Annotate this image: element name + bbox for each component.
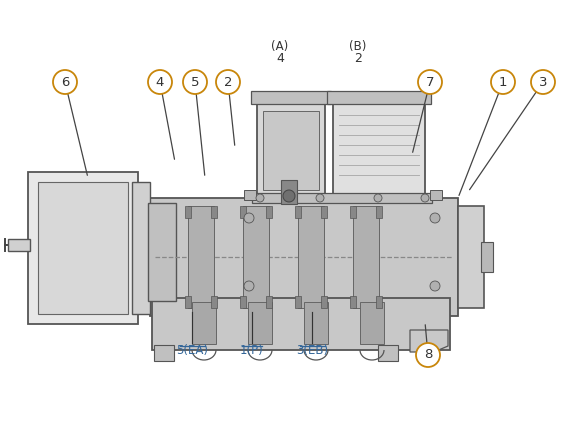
Bar — [458, 206, 484, 308]
Bar — [298, 206, 324, 308]
Bar — [481, 242, 493, 272]
Bar — [152, 298, 450, 350]
Bar — [38, 182, 128, 314]
Circle shape — [418, 70, 442, 94]
Text: (A): (A) — [271, 40, 289, 53]
Text: 1(P): 1(P) — [240, 344, 264, 357]
Bar — [251, 91, 331, 104]
Bar — [376, 296, 382, 308]
Circle shape — [491, 70, 515, 94]
Bar — [240, 206, 246, 218]
Text: 4: 4 — [276, 52, 284, 65]
Bar — [185, 206, 191, 218]
Text: 2: 2 — [224, 76, 232, 89]
Bar — [304, 302, 328, 344]
Bar — [321, 296, 327, 308]
Text: 8: 8 — [424, 348, 432, 361]
Bar — [252, 193, 432, 203]
Text: 2: 2 — [354, 52, 362, 65]
Bar — [28, 172, 138, 324]
Polygon shape — [410, 330, 448, 352]
Bar — [211, 206, 217, 218]
Text: 5: 5 — [191, 76, 199, 89]
Circle shape — [216, 70, 240, 94]
Circle shape — [421, 194, 429, 202]
Bar — [192, 302, 216, 344]
Bar — [353, 206, 379, 308]
Circle shape — [283, 190, 295, 202]
Text: 4: 4 — [156, 76, 164, 89]
Bar — [248, 302, 272, 344]
Bar — [327, 91, 431, 104]
Bar — [430, 190, 442, 200]
Circle shape — [148, 70, 172, 94]
Bar — [350, 206, 356, 218]
Bar — [188, 206, 214, 308]
Bar — [154, 345, 174, 361]
Bar — [350, 296, 356, 308]
Bar — [150, 198, 458, 316]
Bar — [211, 296, 217, 308]
Circle shape — [430, 281, 440, 291]
Bar — [148, 203, 176, 301]
Bar — [263, 111, 319, 190]
Bar — [257, 103, 325, 200]
Bar — [266, 296, 272, 308]
Text: 3(EB): 3(EB) — [296, 344, 328, 357]
Circle shape — [244, 281, 254, 291]
Bar — [376, 206, 382, 218]
Text: 6: 6 — [61, 76, 69, 89]
Text: (B): (B) — [349, 40, 367, 53]
Circle shape — [256, 194, 264, 202]
Bar — [360, 302, 384, 344]
Circle shape — [244, 213, 254, 223]
Bar — [333, 103, 425, 200]
Circle shape — [374, 194, 382, 202]
Circle shape — [53, 70, 77, 94]
Circle shape — [531, 70, 555, 94]
Text: 5(EA): 5(EA) — [176, 344, 208, 357]
Bar — [132, 182, 150, 314]
Bar — [243, 206, 269, 308]
Bar — [295, 206, 301, 218]
Bar — [266, 206, 272, 218]
Bar — [185, 296, 191, 308]
Circle shape — [430, 213, 440, 223]
Bar — [281, 180, 297, 204]
Bar — [8, 239, 30, 251]
Circle shape — [316, 194, 324, 202]
Bar — [378, 345, 398, 361]
Bar — [244, 190, 256, 200]
Bar — [295, 296, 301, 308]
Text: 7: 7 — [426, 76, 434, 89]
Text: 1: 1 — [498, 76, 507, 89]
Circle shape — [183, 70, 207, 94]
Bar — [240, 296, 246, 308]
Bar — [321, 206, 327, 218]
Text: 3: 3 — [539, 76, 547, 89]
Circle shape — [416, 343, 440, 367]
